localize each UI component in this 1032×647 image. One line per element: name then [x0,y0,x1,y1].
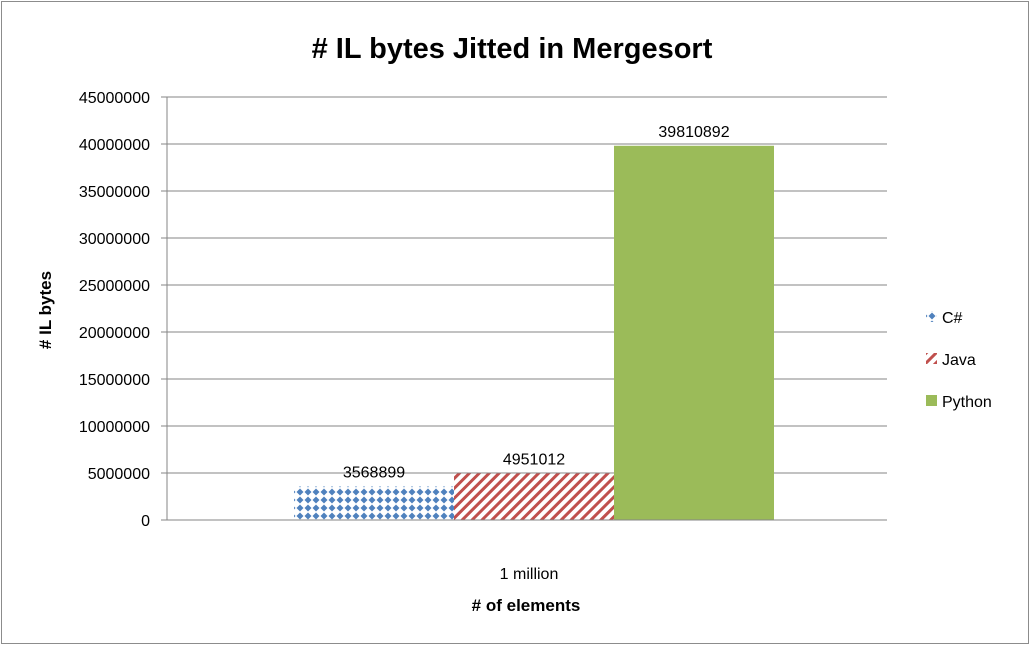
y-axis-ticks: 0 5000000 10000000 15000000 20000000 25000000… [79,90,167,530]
data-label: 4951012 [503,451,565,468]
legend-label: C# [942,310,963,327]
chart-title: # IL bytes Jitted in Mergesort [312,33,713,65]
x-axis-title: # of elements [472,596,581,615]
y-tick-label: 20000000 [79,325,150,342]
y-tick-label: 40000000 [79,137,150,154]
y-tick-label: 30000000 [79,231,150,248]
y-tick-label: 15000000 [79,372,150,389]
bar-csharp [294,486,454,520]
x-tick-label: 1 million [500,566,559,583]
y-tick-label: 35000000 [79,184,150,201]
y-tick-label: 5000000 [88,466,150,483]
legend-label: Python [942,394,992,411]
legend-swatch-python [926,395,937,406]
y-tick-label: 10000000 [79,419,150,436]
y-tick-label: 45000000 [79,90,150,107]
bars [294,145,774,520]
gridlines [167,96,887,474]
legend-swatch-java [926,353,937,364]
y-tick-label: 0 [141,513,150,530]
data-labels: 3568899 4951012 39810892 [343,124,730,482]
data-label: 3568899 [343,464,405,481]
bar-python [614,145,774,520]
data-label: 39810892 [658,124,729,141]
y-axis-title: # IL bytes [36,271,55,349]
bar-java [454,473,614,520]
legend: C# Java Python [926,310,992,411]
y-tick-label: 25000000 [79,278,150,295]
legend-label: Java [942,352,976,369]
legend-swatch-csharp [926,311,937,322]
